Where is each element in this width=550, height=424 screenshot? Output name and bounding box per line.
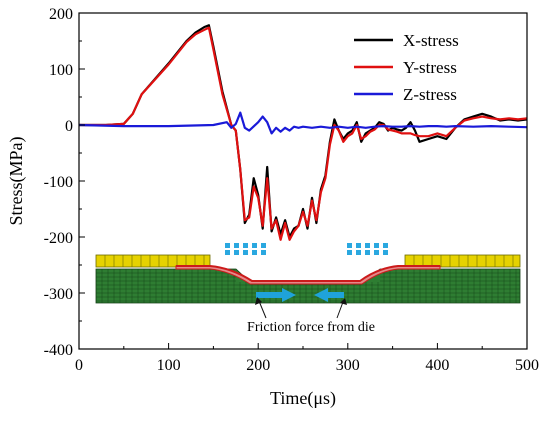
series-layer	[78, 24, 528, 241]
friction-arrow-left	[314, 288, 344, 302]
x-tick-label: 400	[425, 357, 449, 374]
sheet-top-edge	[176, 265, 440, 282]
pointer-right-head	[340, 298, 347, 305]
die-workpiece-inset: Friction force from die	[95, 243, 521, 335]
pressure-arrow-lower	[252, 250, 257, 255]
pressure-arrow-lower	[374, 250, 379, 255]
x-tick-label: 500	[515, 357, 539, 374]
x-axis-title: Time(μs)	[270, 388, 336, 409]
workpiece-body	[95, 268, 521, 304]
pressure-arrow-lower	[243, 250, 248, 255]
upper-die-right	[404, 254, 521, 268]
pressure-arrow-upper	[383, 243, 388, 248]
y-tick-label: 0	[65, 118, 73, 135]
die-plate	[404, 254, 521, 268]
pressure-arrows-right	[347, 243, 388, 255]
x-tick-label: 200	[246, 357, 270, 374]
sheet-layer	[175, 265, 441, 285]
die-plate	[95, 254, 211, 268]
y-tick-label: 100	[49, 62, 73, 79]
x-axis-ticks: 0 100 200 300 400 500	[75, 343, 539, 374]
pressure-arrow-lower	[383, 250, 388, 255]
y-tick-label: -300	[44, 286, 73, 303]
pressure-arrow-upper	[243, 243, 248, 248]
legend-label-x-stress: X-stress	[403, 31, 459, 50]
pressure-arrow-lower	[356, 250, 361, 255]
x-tick-label: 0	[75, 357, 83, 374]
pressure-arrow-lower	[347, 250, 352, 255]
legend: X-stress Y-stress Z-stress	[354, 31, 459, 104]
pressure-arrow-upper	[225, 243, 230, 248]
series-line-y-stress	[79, 26, 528, 241]
legend-label-z-stress: Z-stress	[403, 85, 457, 104]
annotation-friction-force: Friction force from die	[247, 320, 375, 335]
y-axis-ticks: -400 -300 -200 -100 0 100 200	[44, 6, 85, 359]
series-line-z-stress	[78, 111, 528, 135]
y-tick-label: -200	[44, 230, 73, 247]
friction-arrow-right	[256, 288, 296, 302]
y-tick-label: -100	[44, 174, 73, 191]
pressure-arrow-upper	[261, 243, 266, 248]
pressure-arrow-lower	[234, 250, 239, 255]
annotation-pointers	[255, 297, 347, 319]
pressure-arrow-lower	[261, 250, 266, 255]
pointer-left	[258, 300, 267, 319]
pointer-left-head	[255, 297, 262, 305]
y-tick-label: 200	[49, 6, 73, 23]
y-tick-label: -400	[44, 342, 73, 359]
legend-label-y-stress: Y-stress	[403, 58, 457, 77]
y-axis-title: Stress(MPa)	[6, 136, 27, 225]
pressure-arrow-upper	[234, 243, 239, 248]
pressure-arrow-upper	[356, 243, 361, 248]
pressure-arrow-upper	[365, 243, 370, 248]
x-tick-label: 100	[157, 357, 181, 374]
pressure-arrow-upper	[374, 243, 379, 248]
x-tick-label: 300	[336, 357, 360, 374]
pressure-arrows-left	[225, 243, 266, 255]
pointer-right	[336, 301, 344, 319]
friction-arrows	[256, 288, 344, 302]
workpiece-mesh	[95, 268, 521, 304]
pressure-arrow-upper	[252, 243, 257, 248]
pressure-arrow-upper	[347, 243, 352, 248]
series-line-x-stress	[79, 24, 528, 239]
pressure-arrow-lower	[225, 250, 230, 255]
pressure-arrow-lower	[365, 250, 370, 255]
